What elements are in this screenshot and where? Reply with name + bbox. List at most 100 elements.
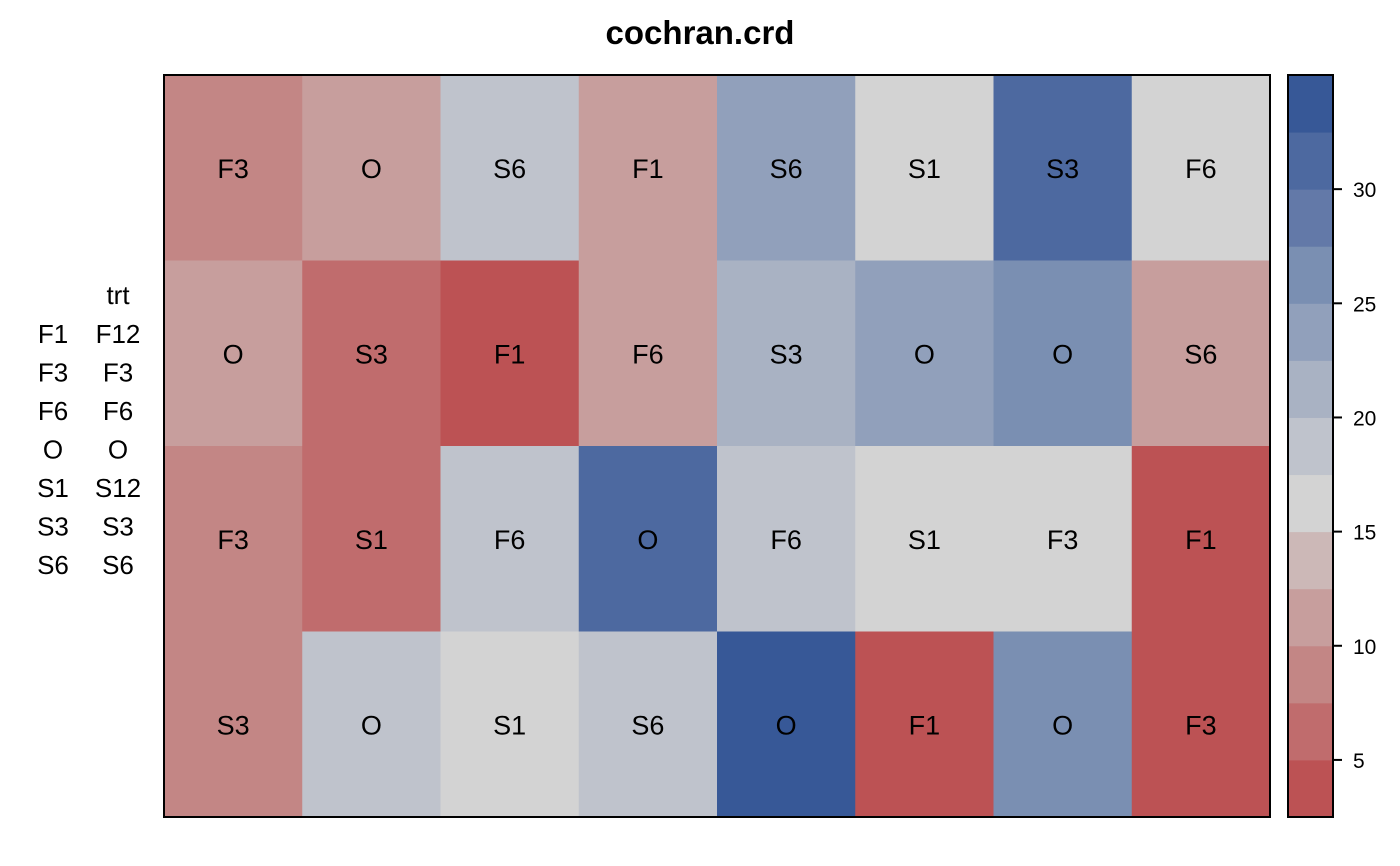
heatmap-cell (578, 446, 718, 632)
cell-label: F6 (770, 525, 802, 555)
heatmap-cell (440, 260, 580, 447)
heatmap-cell (1131, 631, 1271, 818)
heatmap-cell (993, 260, 1133, 447)
colorbar-segment (1288, 759, 1333, 818)
legend-key: O (43, 435, 63, 465)
heatmap-cell (578, 75, 718, 261)
cell-label: S1 (908, 525, 941, 555)
cell-label: S1 (355, 525, 388, 555)
colorbar-segment (1288, 417, 1333, 476)
cell-label: F3 (1047, 525, 1079, 555)
colorbar-segment (1288, 75, 1333, 133)
colorbar-tick-label: 20 (1353, 407, 1376, 430)
colorbar: 5 10 15 20 25 30 (1288, 75, 1376, 818)
colorbar-tick-label: 5 (1353, 750, 1365, 773)
heatmap-cell (993, 446, 1133, 632)
cell-label: S3 (770, 339, 803, 369)
cell-label: S6 (770, 154, 803, 184)
legend-key: S1 (37, 473, 69, 503)
cell-label: F3 (217, 154, 249, 184)
heatmap-cell (1131, 446, 1271, 632)
cell-label: F3 (1185, 710, 1217, 740)
heatmap-cell (855, 260, 994, 447)
cell-label: O (223, 339, 244, 369)
cell-label: S6 (1184, 339, 1217, 369)
colorbar-segment (1288, 132, 1333, 190)
cell-label: S1 (493, 710, 526, 740)
heatmap-cell (578, 631, 718, 818)
heatmap-cell (440, 631, 580, 818)
legend-key: S3 (37, 512, 69, 542)
heatmap-cell (993, 75, 1133, 261)
heatmap-cell (717, 75, 856, 261)
cell-label: S6 (631, 710, 664, 740)
chart-title: cochran.crd (606, 14, 795, 51)
cell-label: O (361, 154, 382, 184)
heatmap-cell (302, 446, 441, 632)
colorbar-segment (1288, 531, 1333, 590)
cell-label: O (637, 525, 658, 555)
cell-label: S1 (908, 154, 941, 184)
colorbar-segment (1288, 303, 1333, 361)
cell-label: F6 (1185, 154, 1217, 184)
treatment-legend: trt F1 F12 F3 F3 F6 F6 O O S1 S12 S3 S3 S6 S6 (37, 280, 141, 580)
legend-value: F12 (96, 319, 141, 349)
legend-key: F1 (38, 319, 68, 349)
heatmap-cell (578, 260, 718, 447)
colorbar-segment (1288, 702, 1333, 761)
cell-label: O (1052, 710, 1073, 740)
colorbar-segment (1288, 588, 1333, 647)
legend-key: S6 (37, 550, 69, 580)
colorbar-segment (1288, 645, 1333, 704)
heatmap-cell (440, 75, 580, 261)
heatmap-cell (717, 446, 856, 632)
colorbar-tick-label: 30 (1353, 179, 1376, 202)
cell-label: O (361, 710, 382, 740)
heatmap-cell (302, 75, 441, 261)
cell-label: F3 (217, 525, 249, 555)
legend-value: F3 (103, 358, 133, 388)
colorbar-tick-label: 25 (1353, 293, 1376, 316)
legend-value: S6 (102, 550, 134, 580)
legend-value: F6 (103, 396, 133, 426)
colorbar-border (1287, 74, 1334, 818)
heatmap-cell (993, 631, 1133, 818)
heatmap-cell (855, 446, 994, 632)
heatmap-cell (717, 260, 856, 447)
heatmap-cell (302, 631, 441, 818)
colorbar-segment (1288, 360, 1333, 418)
heatmap-cell (855, 75, 994, 261)
heatmap-cell (164, 260, 303, 447)
colorbar-tick-label: 15 (1353, 522, 1376, 545)
cell-label: S3 (217, 710, 250, 740)
legend-value: S12 (95, 473, 141, 503)
legend-value: O (108, 435, 128, 465)
heatmap-cell (164, 631, 303, 818)
heatmap-cell (440, 446, 580, 632)
heatmap-grid: F3 O S6 F1 S6 S1 S3 F6 O S3 F1 F6 S3 O O S6 F3 S1 F6 O F6 S1 F… (164, 75, 1271, 818)
cell-label: F1 (632, 154, 664, 184)
colorbar-segment (1288, 474, 1333, 533)
heatmap-cell (302, 260, 441, 447)
heatmap-cell (717, 631, 856, 818)
cell-label: S3 (355, 339, 388, 369)
cell-label: S3 (1046, 154, 1079, 184)
legend-value: S3 (102, 512, 134, 542)
colorbar-segment (1288, 189, 1333, 247)
legend-header: trt (106, 280, 130, 310)
cell-label: O (776, 710, 797, 740)
legend-key: F6 (38, 396, 68, 426)
cell-label: F1 (909, 710, 941, 740)
cell-label: S6 (493, 154, 526, 184)
cell-label: O (914, 339, 935, 369)
heatmap-cell (164, 75, 303, 261)
plot-border (163, 74, 1271, 818)
cell-label: F1 (1185, 525, 1217, 555)
heatmap-cell (855, 631, 994, 818)
colorbar-segment (1288, 246, 1333, 304)
cell-label: F6 (494, 525, 526, 555)
heatmap-cell (1131, 75, 1271, 261)
heatmap-cell (164, 446, 303, 632)
cell-label: F6 (632, 339, 664, 369)
legend-key: F3 (38, 358, 68, 388)
